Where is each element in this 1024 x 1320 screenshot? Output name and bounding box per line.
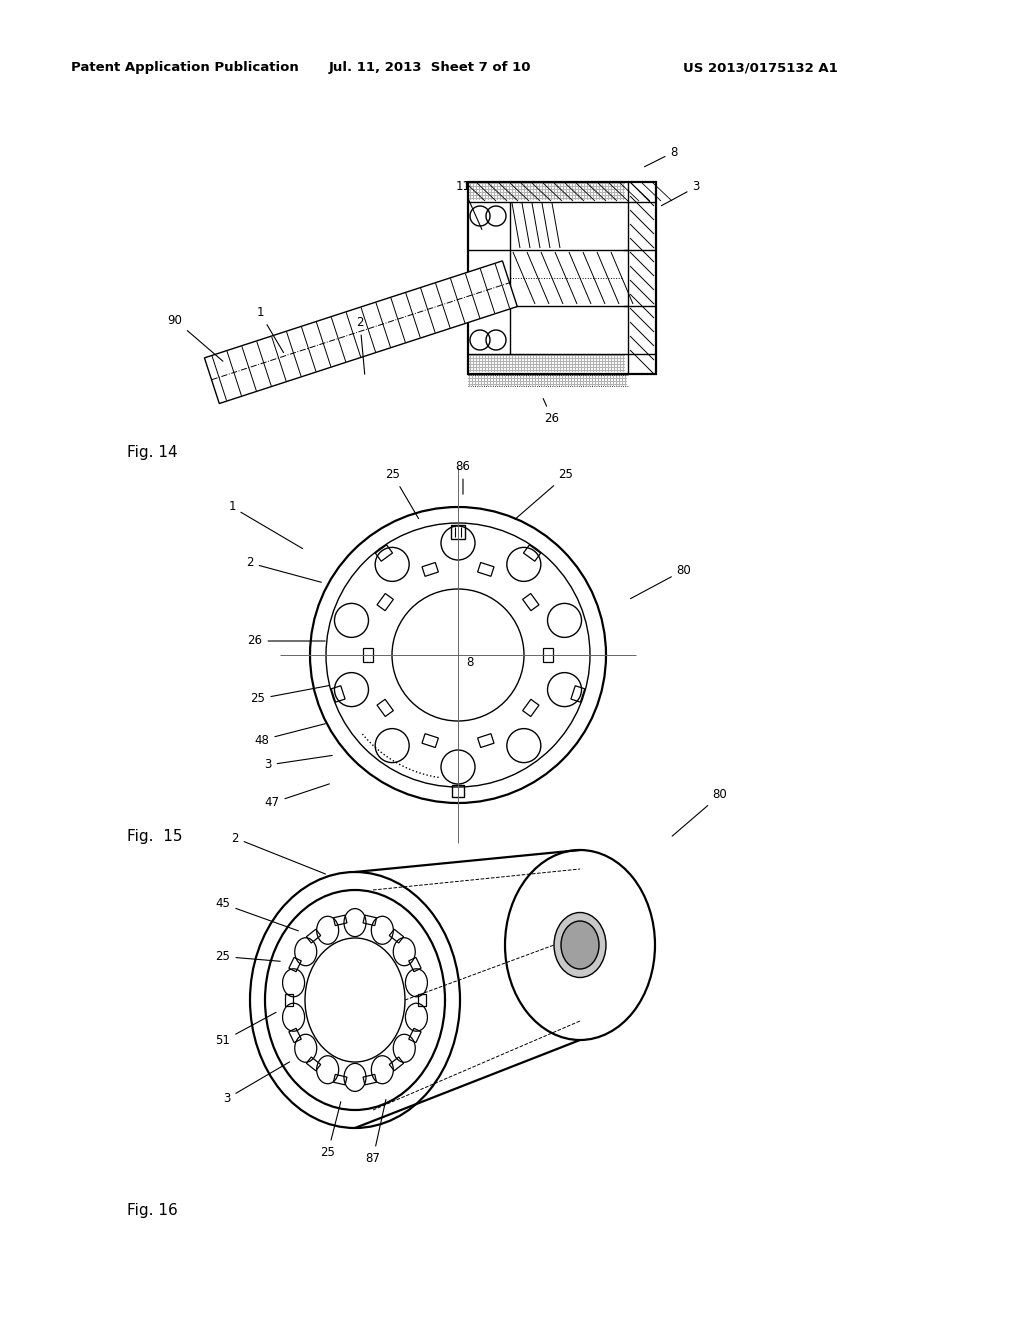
Text: 80: 80: [672, 788, 727, 836]
Ellipse shape: [295, 1035, 316, 1063]
Text: 26: 26: [543, 399, 559, 425]
Text: 80: 80: [631, 564, 691, 599]
Bar: [422, 562, 438, 577]
Bar: [522, 594, 539, 611]
Bar: [389, 1057, 403, 1071]
Bar: [409, 1028, 421, 1043]
Circle shape: [335, 673, 369, 706]
Ellipse shape: [372, 1056, 393, 1084]
Text: 26: 26: [248, 635, 326, 648]
Circle shape: [375, 729, 410, 763]
Ellipse shape: [283, 1003, 304, 1031]
Text: 25: 25: [321, 1102, 341, 1159]
Ellipse shape: [393, 1035, 416, 1063]
Bar: [522, 700, 539, 717]
Ellipse shape: [406, 969, 427, 997]
Polygon shape: [205, 261, 517, 404]
Ellipse shape: [554, 912, 606, 978]
Text: 2: 2: [356, 317, 365, 375]
Bar: [334, 915, 347, 925]
Text: 8: 8: [466, 656, 474, 669]
Text: Fig. 14: Fig. 14: [127, 446, 177, 461]
Text: 25: 25: [515, 469, 573, 519]
Text: 90: 90: [168, 314, 223, 362]
Bar: [364, 915, 377, 925]
Ellipse shape: [295, 937, 316, 966]
Text: 8: 8: [644, 145, 678, 166]
Text: Fig.  15: Fig. 15: [127, 829, 182, 845]
Bar: [285, 994, 293, 1006]
Text: 47: 47: [264, 784, 330, 809]
Text: Fig. 16: Fig. 16: [127, 1203, 178, 1217]
Text: 48: 48: [255, 723, 326, 747]
Bar: [409, 957, 421, 972]
Circle shape: [548, 603, 582, 638]
Bar: [362, 648, 373, 663]
Text: 45: 45: [216, 898, 298, 931]
Ellipse shape: [372, 916, 393, 944]
Bar: [376, 545, 392, 561]
Bar: [543, 648, 553, 663]
Bar: [364, 1074, 377, 1085]
Text: 1: 1: [228, 500, 303, 549]
Ellipse shape: [406, 1003, 427, 1031]
Text: 25: 25: [216, 950, 281, 964]
Bar: [389, 929, 403, 942]
Bar: [571, 685, 585, 702]
Circle shape: [507, 729, 541, 763]
Text: 86: 86: [456, 461, 470, 494]
Bar: [422, 734, 438, 747]
Bar: [452, 785, 464, 797]
Circle shape: [548, 673, 582, 706]
Ellipse shape: [283, 969, 304, 997]
Text: 2: 2: [246, 557, 322, 582]
Polygon shape: [205, 261, 517, 404]
Bar: [289, 957, 301, 972]
Text: 11: 11: [456, 181, 482, 230]
Ellipse shape: [316, 916, 339, 944]
Bar: [418, 994, 426, 1006]
Bar: [523, 545, 541, 561]
Bar: [334, 1074, 347, 1085]
Text: 87: 87: [366, 1100, 386, 1164]
Circle shape: [441, 750, 475, 784]
Bar: [377, 700, 393, 717]
Text: 2: 2: [231, 832, 326, 874]
Bar: [477, 562, 494, 577]
Ellipse shape: [393, 937, 416, 966]
Circle shape: [375, 548, 410, 581]
Bar: [306, 1057, 321, 1071]
Text: Jul. 11, 2013  Sheet 7 of 10: Jul. 11, 2013 Sheet 7 of 10: [329, 62, 531, 74]
Text: 3: 3: [662, 181, 699, 206]
Circle shape: [507, 548, 541, 581]
Text: Patent Application Publication: Patent Application Publication: [71, 62, 299, 74]
Bar: [331, 685, 345, 702]
Bar: [377, 594, 393, 611]
Text: 51: 51: [216, 1012, 276, 1048]
Bar: [289, 1028, 301, 1043]
Text: 1: 1: [256, 306, 284, 352]
Circle shape: [441, 525, 475, 560]
Ellipse shape: [316, 1056, 339, 1084]
Bar: [477, 734, 494, 747]
Bar: [451, 525, 465, 539]
Bar: [306, 929, 321, 942]
Ellipse shape: [344, 1064, 366, 1092]
Circle shape: [335, 603, 369, 638]
Text: 3: 3: [264, 755, 332, 771]
Text: US 2013/0175132 A1: US 2013/0175132 A1: [683, 62, 838, 74]
Text: 25: 25: [386, 469, 419, 519]
Text: 3: 3: [223, 1061, 290, 1105]
Text: 25: 25: [251, 685, 330, 705]
Ellipse shape: [561, 921, 599, 969]
Ellipse shape: [344, 908, 366, 937]
